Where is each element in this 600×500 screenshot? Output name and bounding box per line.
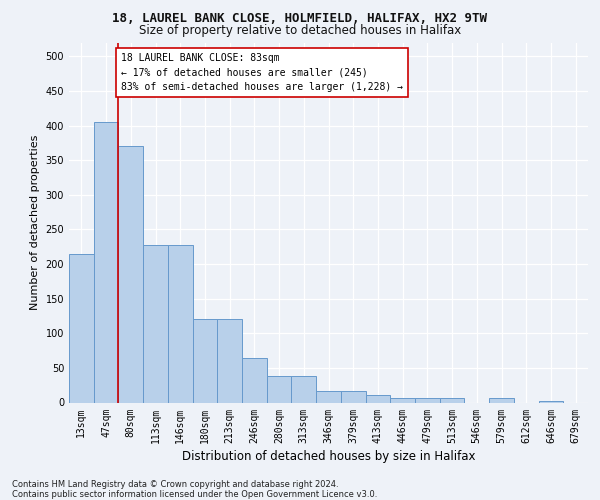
Bar — [267, 376, 292, 402]
Bar — [390, 398, 415, 402]
Bar — [94, 122, 118, 402]
Bar — [193, 320, 217, 402]
Y-axis label: Number of detached properties: Number of detached properties — [30, 135, 40, 310]
Bar — [118, 146, 143, 402]
Bar — [69, 254, 94, 402]
Text: Contains public sector information licensed under the Open Government Licence v3: Contains public sector information licen… — [12, 490, 377, 499]
X-axis label: Distribution of detached houses by size in Halifax: Distribution of detached houses by size … — [182, 450, 475, 462]
Text: 18 LAUREL BANK CLOSE: 83sqm
← 17% of detached houses are smaller (245)
83% of se: 18 LAUREL BANK CLOSE: 83sqm ← 17% of det… — [121, 53, 403, 92]
Bar — [292, 376, 316, 402]
Text: 18, LAUREL BANK CLOSE, HOLMFIELD, HALIFAX, HX2 9TW: 18, LAUREL BANK CLOSE, HOLMFIELD, HALIFA… — [113, 12, 487, 26]
Bar — [539, 401, 563, 402]
Bar — [143, 244, 168, 402]
Bar — [341, 390, 365, 402]
Text: Size of property relative to detached houses in Halifax: Size of property relative to detached ho… — [139, 24, 461, 37]
Bar — [415, 398, 440, 402]
Bar — [489, 398, 514, 402]
Bar — [168, 244, 193, 402]
Text: Contains HM Land Registry data © Crown copyright and database right 2024.: Contains HM Land Registry data © Crown c… — [12, 480, 338, 489]
Bar — [365, 395, 390, 402]
Bar — [217, 320, 242, 402]
Bar — [440, 398, 464, 402]
Bar — [242, 358, 267, 403]
Bar — [316, 390, 341, 402]
